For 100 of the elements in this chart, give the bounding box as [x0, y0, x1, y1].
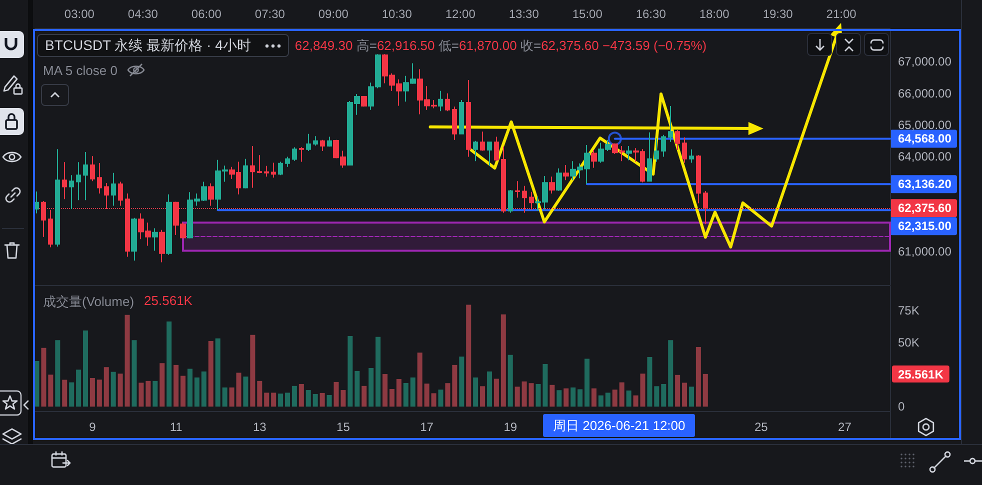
candlestick — [438, 90, 443, 112]
y-tick-label: 0 — [898, 400, 905, 414]
candlestick — [48, 209, 53, 248]
bar — [382, 374, 388, 407]
bar — [250, 334, 256, 407]
x2-tick-label: 10:30 — [382, 7, 412, 21]
candlestick — [675, 130, 680, 151]
bar — [466, 304, 472, 407]
candlestick — [271, 162, 276, 178]
text: BTCUSDT 永续 最新价格 · 4小时 — [45, 36, 251, 54]
bar — [486, 371, 492, 407]
bar — [48, 374, 54, 407]
bar — [348, 336, 353, 407]
bar — [682, 382, 688, 407]
bar — [306, 390, 311, 407]
x2-tick-label: 13:30 — [508, 7, 540, 21]
candlestick — [494, 136, 499, 162]
bar — [564, 388, 569, 407]
candlestick — [62, 162, 67, 200]
candlestick — [661, 134, 666, 158]
candlestick — [69, 174, 74, 210]
x2-tick-label: 21:00 — [826, 7, 857, 21]
bar — [459, 356, 464, 407]
candlestick — [591, 150, 597, 168]
candlestick — [647, 132, 652, 182]
text: 62,849.30 高=62,916.50 低=61,870.00 收=62,375.60 −473.59 (−0.75%) — [294, 38, 707, 52]
candlestick — [452, 106, 457, 140]
x2-tick-label: 07:30 — [254, 7, 286, 21]
bar — [494, 378, 499, 407]
bar — [668, 340, 674, 407]
y-tick-label: 65,000.00 — [898, 118, 952, 132]
x-tick-label: 11 — [170, 420, 183, 434]
x2-tick-label: 16:30 — [636, 7, 666, 21]
candlestick — [668, 106, 673, 142]
bar — [619, 382, 624, 407]
x-tick-label: 15 — [336, 420, 350, 434]
y-tick-label: 64,000.00 — [898, 150, 952, 164]
bar — [424, 384, 430, 407]
candlestick — [264, 165, 269, 178]
candlestick — [480, 131, 485, 152]
bar — [696, 347, 701, 407]
bar — [605, 392, 610, 407]
candlestick — [487, 141, 492, 166]
bar — [124, 314, 130, 407]
x-tick-label: 17 — [420, 420, 434, 434]
text: 周日 2026-06-21 12:00 — [553, 416, 686, 434]
bar — [146, 380, 151, 407]
bar — [598, 395, 604, 407]
bar — [187, 368, 192, 407]
bar — [452, 364, 458, 407]
y-tick-label: 25.561K — [898, 367, 944, 382]
bar — [550, 384, 555, 407]
bar — [368, 368, 374, 407]
candlestick — [159, 229, 165, 263]
candlestick — [556, 168, 562, 192]
point — [608, 132, 622, 146]
bar — [96, 380, 102, 407]
bar — [110, 372, 116, 407]
candlestick — [445, 92, 450, 112]
candlestick — [97, 162, 102, 194]
bar — [138, 382, 144, 407]
bar — [243, 376, 248, 407]
x-tick-label: 13 — [252, 420, 267, 434]
candlestick — [250, 145, 255, 188]
ref-line-label: 62,375.60 — [898, 201, 952, 216]
bar — [570, 387, 576, 407]
data-label: 62,315.00 — [898, 219, 952, 234]
bar — [675, 374, 680, 407]
bar — [445, 383, 450, 407]
bar — [702, 374, 708, 407]
x2-tick-label: 03:00 — [64, 7, 95, 21]
x2-tick-label: 06:00 — [191, 7, 222, 21]
candlestick — [549, 176, 555, 194]
candlestick — [682, 136, 687, 164]
bar — [55, 340, 60, 407]
candlestick — [563, 164, 569, 181]
candlestick — [55, 148, 60, 248]
candlestick — [278, 161, 283, 176]
candlestick — [111, 172, 116, 206]
bar — [508, 354, 513, 407]
bar — [326, 395, 332, 407]
candlestick — [131, 217, 137, 262]
candlestick — [243, 158, 248, 189]
y-tick-label: 61,000.00 — [898, 244, 952, 259]
bar — [556, 390, 562, 407]
bar — [647, 357, 652, 407]
candlestick — [166, 194, 172, 256]
candlestick — [459, 100, 464, 135]
x-tick-label: 27 — [838, 420, 852, 434]
bar — [271, 392, 276, 407]
candlestick — [654, 138, 659, 162]
candlestick — [626, 145, 632, 161]
candlestick — [466, 80, 471, 158]
bar — [264, 392, 270, 407]
bar — [222, 387, 228, 407]
candlestick — [299, 146, 304, 162]
bar — [69, 382, 74, 407]
bar — [90, 378, 95, 407]
candlestick — [689, 148, 694, 164]
candlestick — [34, 191, 39, 214]
